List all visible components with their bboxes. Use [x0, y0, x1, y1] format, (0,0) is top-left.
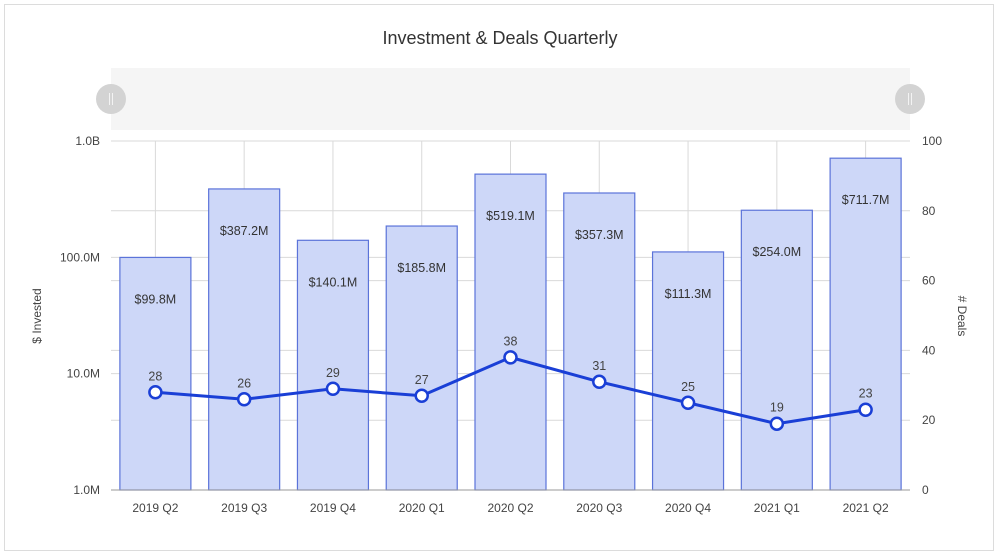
y-tick-label: 1.0B	[75, 134, 100, 148]
bar-value-label: $111.3M	[665, 287, 712, 301]
x-tick-label: 2020 Q2	[487, 501, 533, 515]
y-tick-label: 100.0M	[60, 250, 100, 264]
bar[interactable]	[119, 256, 192, 491]
y-tick-label: 10.0M	[67, 367, 100, 381]
deals-point[interactable]	[236, 392, 252, 407]
bar[interactable]	[208, 188, 281, 491]
bar-value-label: $519.1M	[486, 209, 535, 223]
deals-point[interactable]	[592, 374, 607, 390]
x-tick-label: 2019 Q2	[132, 501, 178, 515]
x-tick-label: 2021 Q1	[754, 501, 800, 515]
deals-point-label: 25	[681, 380, 695, 394]
y2-tick-label: 40	[922, 343, 936, 357]
deals-point-label: 23	[859, 387, 873, 401]
y2-tick-label: 80	[922, 204, 936, 218]
bar-value-label: $185.8M	[397, 261, 446, 275]
deals-point[interactable]	[769, 416, 785, 431]
x-tick-label: 2021 Q2	[843, 501, 889, 515]
deals-point[interactable]	[503, 350, 518, 365]
bar[interactable]	[474, 173, 547, 491]
bar-value-label: $254.0M	[753, 245, 802, 259]
y2-tick-label: 100	[922, 134, 942, 148]
deals-point[interactable]	[325, 381, 341, 397]
navigator-left-handle-icon[interactable]	[96, 84, 126, 114]
deals-point[interactable]	[858, 402, 873, 417]
deals-point-label: 27	[415, 373, 429, 387]
chart-title: Investment & Deals Quarterly	[382, 28, 618, 48]
bar[interactable]	[651, 251, 725, 491]
deals-point[interactable]	[148, 385, 163, 400]
x-tick-label: 2020 Q4	[665, 501, 711, 515]
deals-point-label: 26	[237, 376, 251, 390]
line-series-deals: 28 26 29 27 38 31 25 19 23	[148, 334, 873, 431]
x-tick-label: 2019 Q3	[221, 501, 267, 515]
bar[interactable]	[829, 157, 902, 491]
bar[interactable]	[563, 192, 636, 491]
deals-point-label: 38	[504, 334, 518, 348]
deals-point-label: 19	[770, 401, 784, 415]
range-navigator[interactable]	[111, 68, 910, 130]
y2-axis-title: # Deals	[955, 296, 969, 337]
navigator-right-handle-icon[interactable]	[895, 84, 925, 114]
bar-value-label: $140.1M	[309, 275, 358, 289]
y2-tick-label: 0	[922, 483, 929, 497]
deals-point[interactable]	[680, 395, 696, 410]
bar-value-label: $99.8M	[135, 292, 177, 306]
deals-point-label: 29	[326, 366, 340, 380]
y2-tick-label: 20	[922, 413, 936, 427]
x-tick-label: 2020 Q3	[576, 501, 622, 515]
bar-series-invested: $99.8M $387.2M $140.1M $185.8M $519.1M $357.3…	[119, 157, 902, 491]
bar-value-label: $387.2M	[220, 224, 269, 238]
y-tick-label: 1.0M	[73, 483, 100, 497]
x-tick-label: 2020 Q1	[399, 501, 445, 515]
deals-point[interactable]	[414, 388, 429, 404]
deals-point-label: 28	[148, 369, 162, 383]
x-tick-label: 2019 Q4	[310, 501, 356, 515]
bar-value-label: $357.3M	[575, 228, 624, 242]
axes: 1.0M 10.0M 100.0M 1.0B 0 20 40 60 80 100 2019 Q2 20…	[60, 134, 942, 515]
bar-value-label: $711.7M	[842, 193, 890, 207]
bar[interactable]	[740, 209, 813, 491]
y-axis-title: $ Invested	[30, 288, 44, 343]
bar[interactable]	[385, 225, 458, 491]
y2-tick-label: 60	[922, 274, 936, 288]
bar[interactable]	[296, 239, 370, 491]
deals-point-label: 31	[592, 359, 606, 373]
